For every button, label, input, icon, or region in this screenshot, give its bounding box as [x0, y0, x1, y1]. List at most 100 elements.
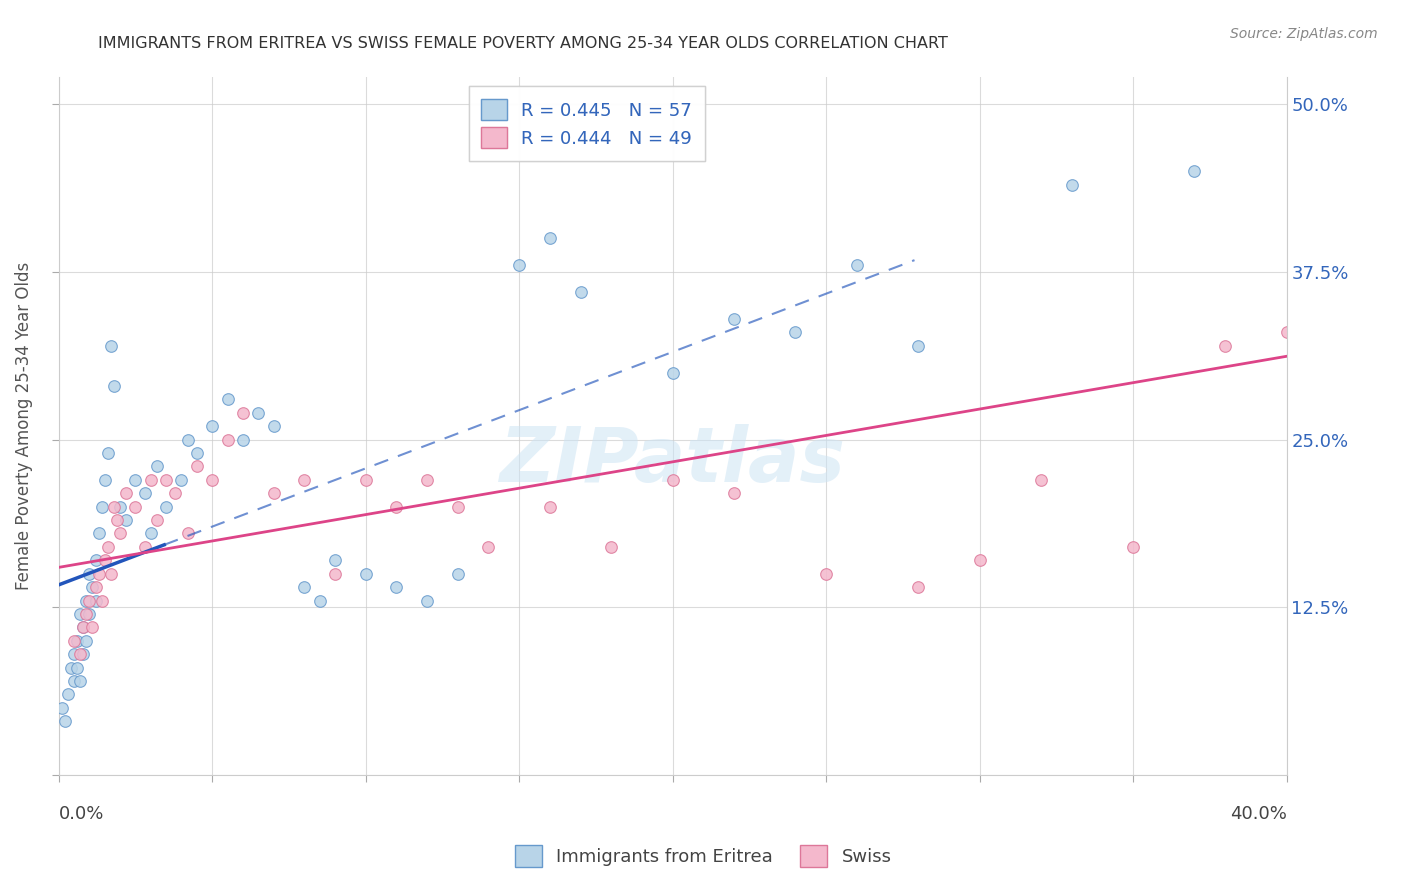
Point [385, 500, 408, 514]
Point [538, 231, 561, 245]
Point [72, 620, 94, 634]
Point [292, 580, 315, 594]
Point [134, 486, 156, 500]
Point [108, 526, 131, 541]
Point [93, 473, 115, 487]
Point [907, 339, 929, 353]
Point [108, 500, 131, 514]
Point [69, 647, 91, 661]
Point [1060, 178, 1083, 192]
Point [354, 566, 377, 581]
Point [416, 473, 439, 487]
Point [63, 673, 86, 688]
Point [165, 486, 187, 500]
Point [201, 419, 224, 434]
Point [87, 566, 110, 581]
Text: 0.0%: 0.0% [59, 805, 104, 823]
Point [146, 459, 169, 474]
Point [155, 500, 177, 514]
Point [186, 459, 208, 474]
Point [263, 419, 285, 434]
Point [84, 553, 107, 567]
Point [87, 526, 110, 541]
Text: 40.0%: 40.0% [1230, 805, 1286, 823]
Point [845, 258, 868, 272]
Point [969, 553, 991, 567]
Point [1398, 191, 1406, 205]
Point [105, 513, 128, 527]
Point [723, 311, 745, 326]
Point [477, 540, 499, 554]
Text: IMMIGRANTS FROM ERITREA VS SWISS FEMALE POVERTY AMONG 25-34 YEAR OLDS CORRELATIO: IMMIGRANTS FROM ERITREA VS SWISS FEMALE … [98, 36, 948, 51]
Point [1213, 339, 1236, 353]
Point [124, 473, 146, 487]
Text: Source: ZipAtlas.com: Source: ZipAtlas.com [1230, 27, 1378, 41]
Point [82, 580, 104, 594]
Legend: Immigrants from Eritrea, Swiss: Immigrants from Eritrea, Swiss [508, 838, 898, 874]
Point [79, 593, 101, 607]
Point [447, 500, 470, 514]
Point [308, 593, 330, 607]
Point [103, 500, 125, 514]
Point [72, 620, 94, 634]
Point [75, 607, 97, 621]
Point [100, 566, 122, 581]
Point [100, 339, 122, 353]
Point [90, 500, 112, 514]
Point [72, 647, 94, 661]
Point [247, 406, 270, 420]
Point [232, 406, 254, 420]
Point [59, 660, 82, 674]
Point [1184, 164, 1206, 178]
Point [661, 366, 683, 380]
Point [323, 553, 346, 567]
Point [155, 473, 177, 487]
Point [323, 566, 346, 581]
Point [508, 258, 530, 272]
Point [115, 513, 138, 527]
Point [90, 593, 112, 607]
Point [69, 673, 91, 688]
Point [723, 486, 745, 500]
Point [176, 526, 198, 541]
Point [56, 688, 79, 702]
Point [103, 379, 125, 393]
Point [63, 633, 86, 648]
Point [66, 660, 89, 674]
Point [53, 714, 76, 729]
Point [69, 607, 91, 621]
Point [217, 392, 239, 407]
Point [1029, 473, 1052, 487]
Point [785, 326, 807, 340]
Point [416, 593, 439, 607]
Point [1275, 326, 1298, 340]
Point [815, 566, 838, 581]
Point [538, 500, 561, 514]
Point [201, 473, 224, 487]
Point [139, 526, 162, 541]
Point [146, 513, 169, 527]
Point [79, 607, 101, 621]
Point [82, 620, 104, 634]
Point [1337, 258, 1360, 272]
Point [66, 633, 89, 648]
Point [139, 473, 162, 487]
Point [232, 433, 254, 447]
Point [84, 580, 107, 594]
Legend: R = 0.445   N = 57, R = 0.444   N = 49: R = 0.445 N = 57, R = 0.444 N = 49 [468, 87, 704, 161]
Text: ZIPatlas: ZIPatlas [499, 424, 845, 498]
Point [134, 540, 156, 554]
Point [292, 473, 315, 487]
Point [907, 580, 929, 594]
Point [63, 647, 86, 661]
Point [97, 540, 120, 554]
Point [97, 446, 120, 460]
Point [176, 433, 198, 447]
Point [447, 566, 470, 581]
Point [186, 446, 208, 460]
Point [263, 486, 285, 500]
Point [51, 701, 73, 715]
Point [115, 486, 138, 500]
Point [385, 580, 408, 594]
Point [217, 433, 239, 447]
